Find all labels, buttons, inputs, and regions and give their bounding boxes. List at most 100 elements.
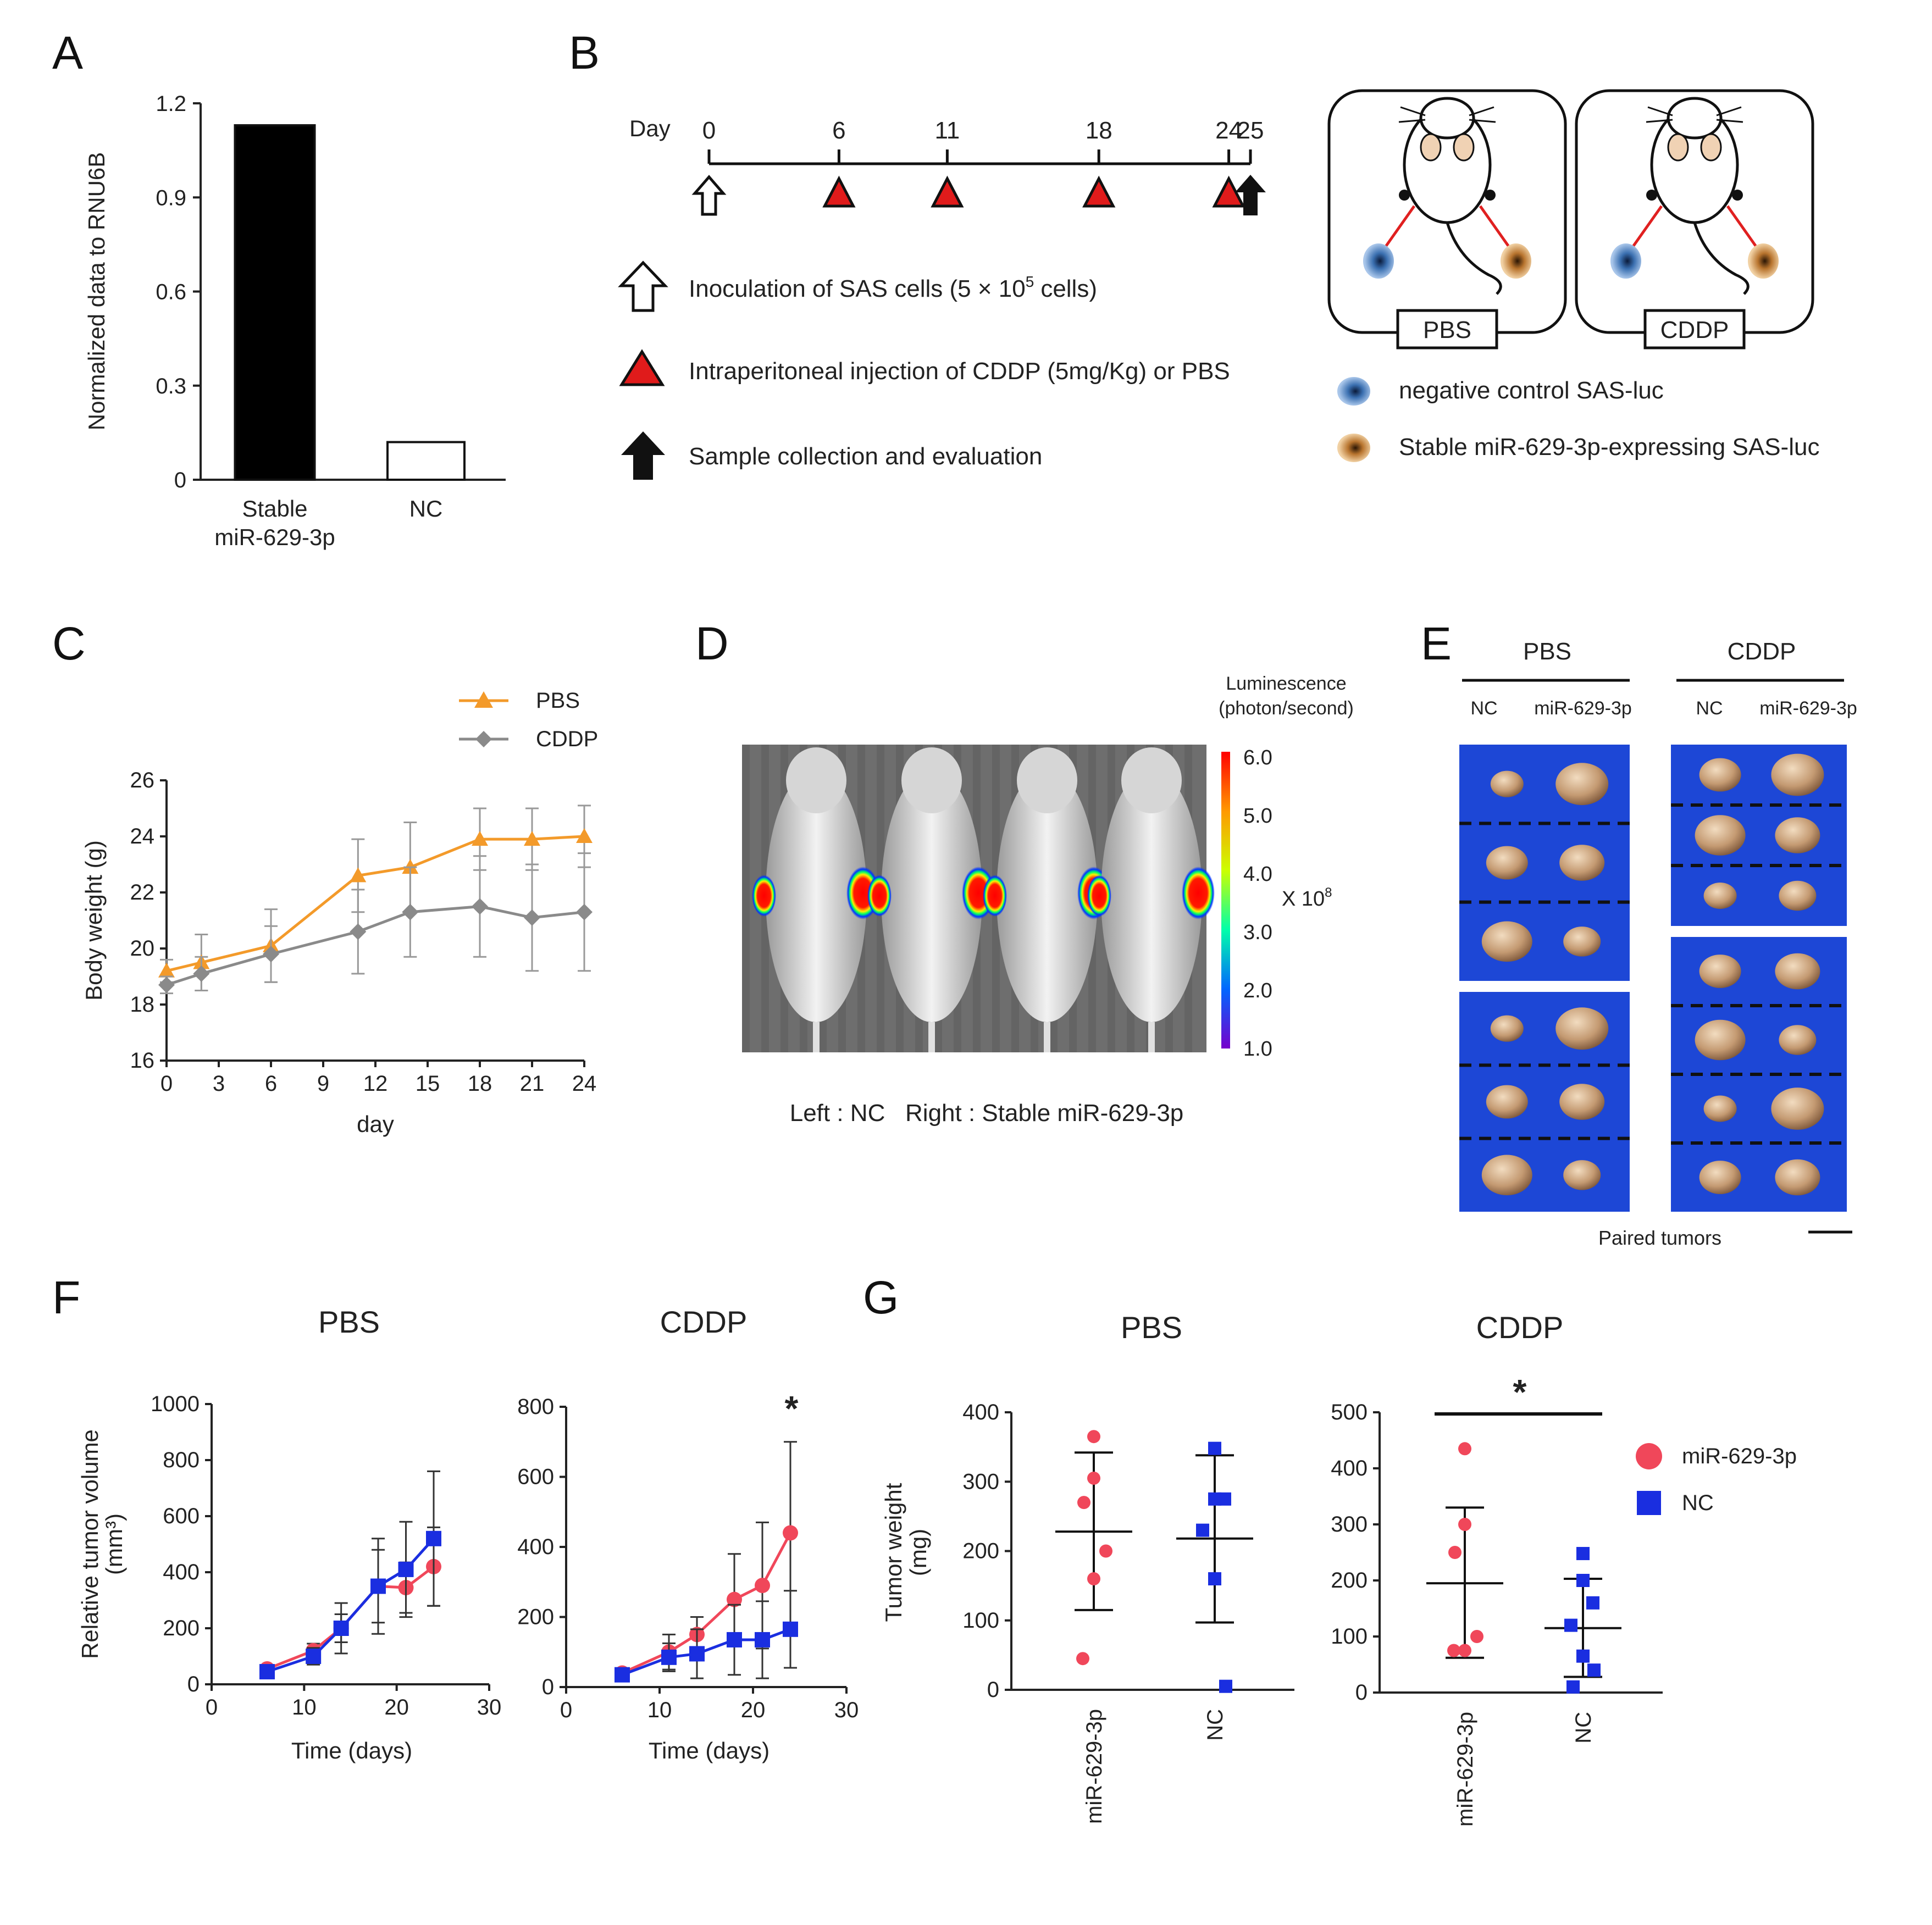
chart-g-cddp-point [1586,1596,1599,1610]
signal-spot-left [1087,875,1111,917]
imaged-mouse-head [1017,747,1077,813]
imaged-mouse-body [997,769,1098,1022]
tumor-mir [1563,927,1601,957]
chart-g-pbs-point [1077,1496,1090,1510]
chart-f-pbs-ytick-label: 400 [163,1560,200,1584]
chart-g-pbs-point [1087,1430,1100,1444]
chart-f-pbs-title: PBS [318,1305,380,1339]
schedule-day-label: Day [629,115,671,141]
chart-c-line [166,905,585,986]
tumor-nc [1490,1015,1524,1042]
injection-triangle-icon [1082,175,1116,208]
chart-f-cddp-xtick-label: 30 [834,1698,859,1722]
chart-f-cddp-xtick-label: 0 [560,1698,572,1722]
chart-a-ytick-label: 0.9 [156,186,186,210]
signal-spot-left [983,875,1007,917]
chart-g-cddp-category-label: miR-629-3p [1453,1712,1477,1827]
injection-line [1627,205,1663,254]
chart-f-cddp-ytick-label: 400 [517,1535,554,1559]
panel-e-group-cddp: CDDP [1728,638,1796,665]
chart-g-pbs-point [1099,1544,1112,1558]
chart-g-pbs-point [1219,1679,1232,1693]
tumor-nc [1695,1019,1746,1061]
legend-nc-marker-icon [1637,1491,1661,1515]
mouse-drawing-icon [1646,97,1750,295]
chart-g-legend-nc: NC [1682,1491,1714,1515]
imaging-background-stripe [742,745,750,1052]
chart-c-line [166,835,585,973]
chart-g-cddp-ytick-label: 200 [1331,1568,1368,1593]
chart-g-cddp-point [1576,1547,1590,1561]
chart-f-cddp-point [661,1649,677,1665]
chart-c-ytick-label: 16 [130,1049,155,1073]
chart-a-ylabel: Normalized data to RNU6B [84,152,109,431]
tumor-mir [1555,763,1609,806]
chart-c-point [472,831,488,846]
chart-g-pbs-ytick-label: 100 [962,1608,999,1633]
tumor-nc [1703,883,1737,909]
legend-mir-marker-icon [1636,1443,1662,1469]
chart-f-cddp-ytick-label: 0 [542,1675,554,1699]
chart-f-pbs-point [398,1561,414,1577]
chart-f-pbs-xtick-label: 20 [384,1695,409,1719]
imaged-mouse-head [901,747,962,813]
chart-g-cddp-point [1448,1546,1462,1559]
lum-scale-tick: 4.0 [1243,863,1272,886]
chart-c-point [472,898,488,915]
chart-g-cddp-ytick-label: 300 [1331,1512,1368,1536]
mouse-paw [1485,190,1496,201]
cddp-legend-marker-icon [475,731,492,747]
injection-triangle-icon [619,349,665,386]
panel-e-tumors: PBS CDDP NC miR-629-3p NC miR-629-3p Pai… [1459,638,1857,1249]
chart-c-legend-cddp: CDDP [536,727,598,751]
tumor-mir [1563,1160,1601,1190]
chart-a-category-label: NC [409,496,443,522]
tumor-mir [1775,953,1820,990]
chart-a-ytick-label: 0.3 [156,374,186,398]
collection-arrow-icon [1235,175,1266,215]
chart-c-ytick-label: 22 [130,880,155,905]
injection-line [1726,205,1762,254]
chart-f-pbs-ytick-label: 0 [187,1672,200,1696]
chart-g-legend: miR-629-3p NC [1636,1443,1797,1515]
lum-scale-tick: 2.0 [1243,979,1272,1002]
mouse-ear [1453,133,1475,162]
mouse-ear [1420,133,1442,162]
tumor-nc [1481,921,1532,962]
panel-e-col-nc-cddp: NC [1696,698,1723,719]
chart-g-pbs-ytick-label: 300 [962,1469,999,1494]
chart-f-cddp-significance: * [785,1389,799,1428]
injection-triangle-icon [931,175,964,208]
chart-g-cddp-point [1566,1680,1580,1694]
chart-c-point [350,923,367,940]
chart-g-cddp-ytick-label: 0 [1355,1680,1368,1705]
chart-c-xtick-label: 18 [468,1072,492,1096]
tumor-nc [1699,758,1741,792]
chart-f-cddp-point [755,1632,770,1647]
imaged-mouse-tail [813,1022,820,1052]
mouse-whiskers [1646,106,1743,123]
chart-c-xtick-label: 6 [265,1072,277,1096]
lum-color-scale [1221,752,1230,1049]
chart-f-cddp-point [755,1578,770,1594]
chart-f-pbs-point [426,1530,441,1546]
chart-g-cddp-group-mir-629-3p [1426,1442,1503,1659]
chart-g-pbs-category-label: NC [1203,1709,1227,1741]
schedule-day-6: 6 [832,117,845,144]
chart-c-point [350,867,367,883]
chart-f-ylabel: Relative tumor volume [77,1429,103,1659]
tumor-nc [1703,1095,1737,1122]
chart-g-pbs-point [1087,1572,1100,1585]
chart-c-point [158,962,175,978]
panel-label-g: G [863,1272,899,1323]
chart-g-pbs-point [1208,1572,1221,1585]
imaged-mouse-tail [928,1022,935,1052]
chart-g-cddp-category-label: NC [1571,1712,1596,1744]
chart-g-cddp-point [1587,1663,1601,1677]
chart-c-xtick-label: 0 [160,1072,173,1096]
lum-scale-tick: 6.0 [1243,746,1272,769]
mouse-tail [1446,222,1502,295]
tumor-mir [1779,1025,1817,1055]
